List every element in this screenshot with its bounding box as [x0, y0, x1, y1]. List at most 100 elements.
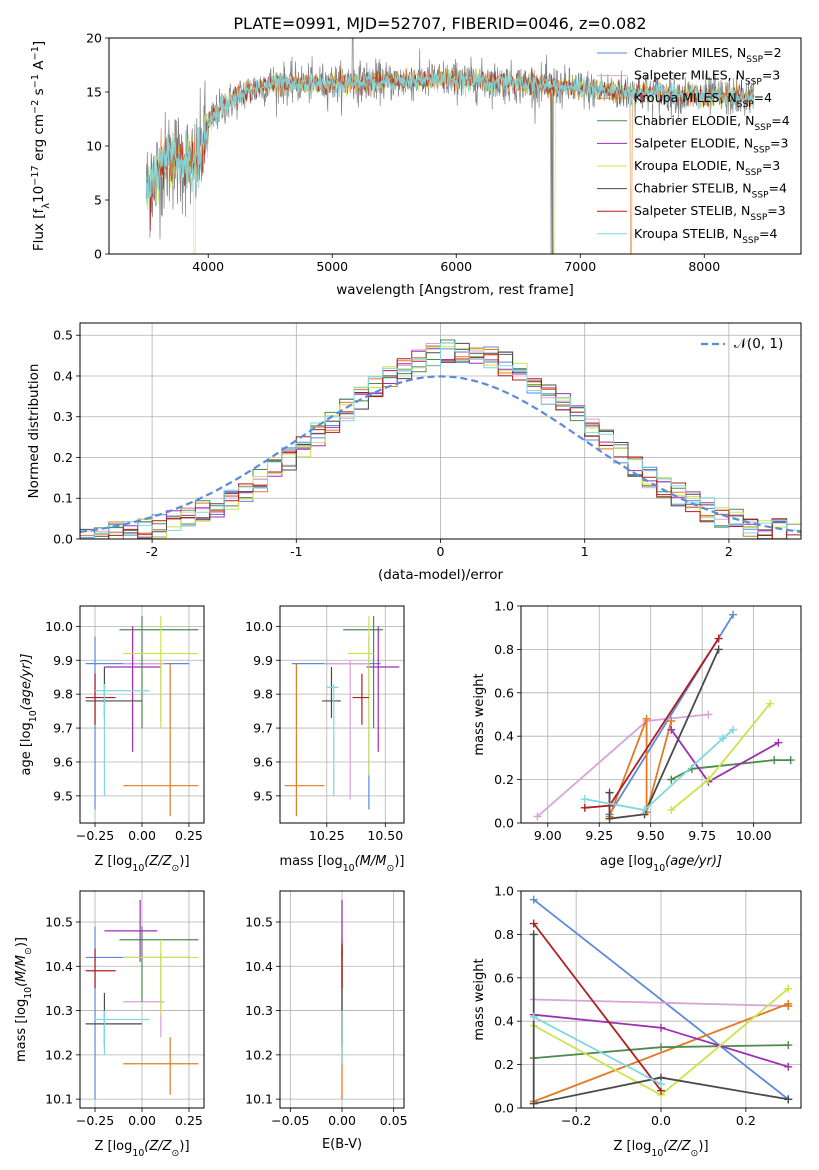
x-tick-label: −0.25 — [76, 1113, 114, 1128]
plot-area — [533, 610, 795, 823]
y-tick-label: 0.0 — [53, 532, 73, 547]
x-tick-label: 0.0 — [651, 1113, 671, 1128]
weight-marker — [784, 1062, 793, 1071]
y-tick-label: 0.4 — [494, 1014, 514, 1029]
mass-vs-ebv-panel: −0.05 0.00 0.05 10.1 10.2 10.3 10.4 10.5 E(B-V) — [245, 890, 408, 1152]
y-tick-label: 9.8 — [253, 687, 273, 702]
y-tick-label: 10.5 — [245, 915, 273, 930]
plot-area — [145, 38, 755, 254]
weight-marker — [784, 1095, 793, 1104]
x-tick-label: 0.25 — [175, 1113, 203, 1128]
legend-label: Salpeter ELODIE, NSSP=3 — [634, 135, 788, 155]
x-tick-label: 0.05 — [380, 1113, 408, 1128]
y-axis-label: mass weight — [472, 958, 487, 1040]
y-tick-label: 0.4 — [494, 729, 514, 744]
x-tick-label: 9.75 — [688, 828, 716, 843]
mass-vs-metallicity-panel: −0.25 0.00 0.25 10.1 10.2 10.3 10.4 10.5 Z [log1… — [14, 890, 205, 1159]
plot-area — [85, 616, 199, 817]
x-tick-label: 8000 — [688, 259, 720, 274]
plot-frame — [79, 605, 205, 824]
plot-area — [529, 895, 793, 1108]
y-tick-label: 9.6 — [253, 754, 273, 769]
x-tick-label: -1 — [290, 544, 302, 559]
weight-marker — [729, 610, 738, 619]
residual-histogram-panel: -2 -1 0 1 2 0.0 0.1 0.2 0.3 0.4 0.5 𝒩(0, 1) (data-mo… — [26, 322, 802, 583]
y-tick-label: 0.6 — [494, 685, 514, 700]
weight-marker — [605, 814, 614, 823]
legend-label: Chabrier STELIB, NSSP=4 — [634, 181, 787, 201]
x-tick-label: 9.00 — [534, 828, 562, 843]
x-tick-label: −0.2 — [561, 1113, 591, 1128]
x-tick-label: 10.25 — [309, 828, 345, 843]
weight-line — [533, 998, 789, 1007]
weight-marker — [640, 805, 649, 814]
x-axis-label: Z [log10(Z/Z⊙)] — [94, 854, 189, 874]
x-tick-label: 1 — [581, 544, 589, 559]
weight-marker — [667, 717, 676, 726]
model-spectrum-line — [145, 68, 755, 205]
legend-label: Chabrier MILES, NSSP=2 — [634, 45, 782, 65]
weight-marker — [718, 734, 727, 743]
y-axis-label: age [log10(age/yr)] — [19, 654, 39, 776]
plot-area — [85, 899, 199, 1100]
x-axis-label: mass [log10(M/M⊙)] — [280, 854, 405, 874]
y-tick-label: 0.5 — [53, 328, 73, 343]
x-axis-label: age [log10(age/yr)] — [600, 854, 722, 874]
x-tick-label: −0.25 — [76, 828, 114, 843]
plot-frame — [279, 605, 405, 824]
y-tick-label: 10.1 — [45, 1092, 73, 1107]
y-tick-label: 0.6 — [494, 970, 514, 985]
x-tick-label: −0.05 — [271, 1113, 309, 1128]
weight-marker — [642, 714, 651, 723]
weight-marker — [766, 699, 775, 708]
x-tick-label: -2 — [146, 544, 158, 559]
weight-line — [533, 1016, 662, 1085]
y-tick-label: 0.8 — [494, 927, 514, 942]
legend-label: Kroupa STELIB, NSSP=4 — [634, 226, 778, 246]
weight-marker — [605, 788, 614, 797]
legend-label: Kroupa ELODIE, NSSP=3 — [634, 158, 780, 178]
y-tick-label: 1.0 — [494, 599, 514, 614]
y-tick-label: 10.0 — [45, 619, 73, 634]
weight-marker — [529, 1099, 538, 1108]
x-tick-label: 9.50 — [637, 828, 665, 843]
histogram-steps — [80, 354, 801, 539]
spectrum-panel: 4000 5000 6000 7000 8000 0 5 10 15 20 Chabrier MIL… — [30, 31, 802, 298]
weight-line — [584, 638, 720, 809]
weight-marker — [784, 1041, 793, 1050]
y-tick-label: 1.0 — [494, 884, 514, 899]
plot-frame — [520, 605, 802, 824]
weight-marker — [667, 805, 676, 814]
y-axis-label: Flux [fλ10−17 erg cm−2 s−1 A−1] — [30, 41, 52, 251]
x-axis-label: Z [log10(Z/Z⊙)] — [94, 1139, 189, 1159]
x-tick-label: 5000 — [316, 259, 348, 274]
y-tick-label: 10.2 — [45, 1047, 73, 1062]
weight-marker — [786, 756, 795, 765]
y-axis-label: Normed distribution — [26, 364, 42, 499]
plot-frame — [79, 890, 205, 1109]
legend-label: Kroupa MILES, NSSP=4 — [634, 90, 772, 110]
weight-marker — [667, 775, 676, 784]
legend-label: 𝒩(0, 1) — [734, 336, 783, 352]
weight-marker — [667, 725, 676, 734]
weight-marker — [774, 738, 783, 747]
x-tick-label: 7000 — [564, 259, 596, 274]
weight-marker — [529, 895, 538, 904]
weight-marker — [770, 756, 779, 765]
plot-area — [80, 339, 801, 539]
y-axis-label: mass [log10(M/M⊙)] — [14, 937, 34, 1062]
normal-curve — [80, 375, 801, 533]
x-tick-label: 0 — [437, 544, 445, 559]
weight-marker — [529, 919, 538, 928]
y-tick-label: 9.5 — [53, 788, 73, 803]
y-tick-label: 0.8 — [494, 642, 514, 657]
y-tick-label: 9.9 — [253, 653, 273, 668]
x-tick-label: 0.2 — [736, 1113, 756, 1128]
x-tick-label: 2 — [725, 544, 733, 559]
weight-marker — [784, 984, 793, 993]
y-tick-label: 10.3 — [245, 1003, 273, 1018]
weight-line — [670, 759, 791, 781]
x-tick-label: 10.00 — [736, 828, 772, 843]
y-tick-label: 10.1 — [245, 1092, 273, 1107]
